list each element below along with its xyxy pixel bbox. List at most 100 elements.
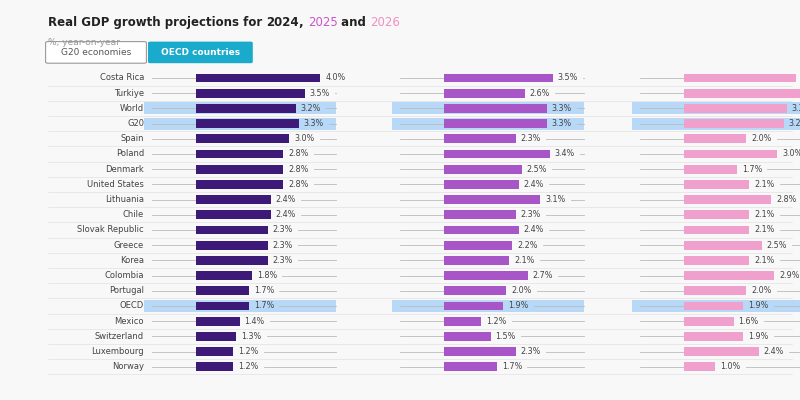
Bar bbox=[444, 241, 513, 250]
Text: Luxembourg: Luxembourg bbox=[91, 347, 144, 356]
FancyBboxPatch shape bbox=[46, 42, 146, 63]
Text: 2.1%: 2.1% bbox=[754, 226, 774, 234]
Text: 2.3%: 2.3% bbox=[272, 256, 293, 265]
Text: 2.5%: 2.5% bbox=[766, 241, 787, 250]
Text: 3.3%: 3.3% bbox=[551, 104, 572, 113]
Bar bbox=[196, 302, 249, 310]
Text: 4.0%: 4.0% bbox=[326, 74, 346, 82]
Bar bbox=[196, 104, 295, 113]
Text: 1.0%: 1.0% bbox=[720, 362, 740, 371]
Text: 2.1%: 2.1% bbox=[514, 256, 534, 265]
Text: %, year-on-year: %, year-on-year bbox=[48, 38, 120, 47]
Bar bbox=[196, 241, 267, 250]
Text: 1.9%: 1.9% bbox=[748, 302, 768, 310]
Text: 2026: 2026 bbox=[370, 16, 400, 29]
Text: 2.4%: 2.4% bbox=[763, 347, 784, 356]
Bar bbox=[444, 271, 528, 280]
Bar bbox=[684, 150, 778, 158]
Text: 3.5%: 3.5% bbox=[558, 74, 578, 82]
Bar bbox=[444, 165, 522, 174]
Text: 3.1%: 3.1% bbox=[546, 195, 566, 204]
Bar bbox=[444, 195, 541, 204]
Bar bbox=[392, 300, 584, 312]
Bar bbox=[444, 286, 506, 295]
Text: 3.0%: 3.0% bbox=[294, 134, 314, 143]
Text: 2.4%: 2.4% bbox=[275, 195, 296, 204]
Text: Mexico: Mexico bbox=[114, 317, 144, 326]
Bar bbox=[196, 150, 283, 158]
Bar bbox=[196, 347, 234, 356]
Text: ,: , bbox=[299, 16, 308, 29]
Bar bbox=[684, 226, 750, 234]
Text: 1.7%: 1.7% bbox=[254, 302, 274, 310]
Text: OECD countries: OECD countries bbox=[161, 48, 240, 57]
Bar bbox=[444, 317, 482, 326]
Text: G20 economies: G20 economies bbox=[61, 48, 131, 57]
Bar bbox=[684, 134, 746, 143]
Text: 2.0%: 2.0% bbox=[511, 286, 531, 295]
Text: Costa Rica: Costa Rica bbox=[100, 74, 144, 82]
Text: OECD: OECD bbox=[120, 302, 144, 310]
Text: Portugal: Portugal bbox=[109, 286, 144, 295]
Bar bbox=[632, 118, 800, 130]
Bar bbox=[144, 102, 336, 114]
Text: 3.3%: 3.3% bbox=[551, 119, 572, 128]
Bar bbox=[444, 119, 546, 128]
Bar bbox=[196, 256, 267, 265]
Bar bbox=[392, 118, 584, 130]
Text: Denmark: Denmark bbox=[106, 165, 144, 174]
Bar bbox=[444, 89, 525, 98]
Text: 1.3%: 1.3% bbox=[242, 332, 262, 341]
Text: 2.4%: 2.4% bbox=[275, 210, 296, 219]
Bar bbox=[444, 180, 518, 189]
Text: Spain: Spain bbox=[121, 134, 144, 143]
Text: G20: G20 bbox=[127, 119, 144, 128]
Text: 1.7%: 1.7% bbox=[742, 165, 762, 174]
Bar bbox=[196, 286, 249, 295]
Text: 2.4%: 2.4% bbox=[523, 180, 544, 189]
FancyBboxPatch shape bbox=[148, 42, 253, 63]
Text: 2.3%: 2.3% bbox=[520, 210, 541, 219]
Bar bbox=[196, 165, 283, 174]
Text: Lithuania: Lithuania bbox=[105, 195, 144, 204]
Bar bbox=[684, 119, 783, 128]
Text: 2.0%: 2.0% bbox=[751, 286, 771, 295]
Text: 2.8%: 2.8% bbox=[288, 180, 308, 189]
Text: Norway: Norway bbox=[112, 362, 144, 371]
Bar bbox=[684, 302, 743, 310]
Bar bbox=[196, 180, 283, 189]
Text: 2.0%: 2.0% bbox=[751, 134, 771, 143]
Text: 3.2%: 3.2% bbox=[788, 119, 800, 128]
Text: Poland: Poland bbox=[116, 150, 144, 158]
Bar bbox=[684, 347, 758, 356]
Bar bbox=[632, 102, 800, 114]
Text: 2.5%: 2.5% bbox=[526, 165, 547, 174]
Bar bbox=[684, 241, 762, 250]
Bar bbox=[196, 74, 321, 82]
Text: Turkiye: Turkiye bbox=[114, 89, 144, 98]
Bar bbox=[684, 74, 796, 82]
Bar bbox=[684, 332, 743, 341]
Bar bbox=[684, 271, 774, 280]
Text: 1.9%: 1.9% bbox=[748, 332, 768, 341]
Text: 1.4%: 1.4% bbox=[244, 317, 265, 326]
Text: 2.3%: 2.3% bbox=[520, 347, 541, 356]
Bar bbox=[196, 317, 239, 326]
Text: 2.3%: 2.3% bbox=[272, 226, 293, 234]
Text: 2.3%: 2.3% bbox=[520, 134, 541, 143]
Bar bbox=[144, 300, 336, 312]
Text: 3.3%: 3.3% bbox=[791, 104, 800, 113]
Bar bbox=[444, 256, 510, 265]
Bar bbox=[444, 347, 515, 356]
Bar bbox=[684, 362, 715, 371]
Text: 2.8%: 2.8% bbox=[288, 165, 308, 174]
Text: 2.7%: 2.7% bbox=[533, 271, 554, 280]
Text: 1.9%: 1.9% bbox=[508, 302, 528, 310]
Bar bbox=[684, 180, 750, 189]
Text: World: World bbox=[120, 104, 144, 113]
Text: 1.5%: 1.5% bbox=[495, 332, 516, 341]
Bar bbox=[444, 104, 546, 113]
Text: 1.7%: 1.7% bbox=[502, 362, 522, 371]
Text: 3.0%: 3.0% bbox=[782, 150, 800, 158]
Text: 2.8%: 2.8% bbox=[776, 195, 796, 204]
